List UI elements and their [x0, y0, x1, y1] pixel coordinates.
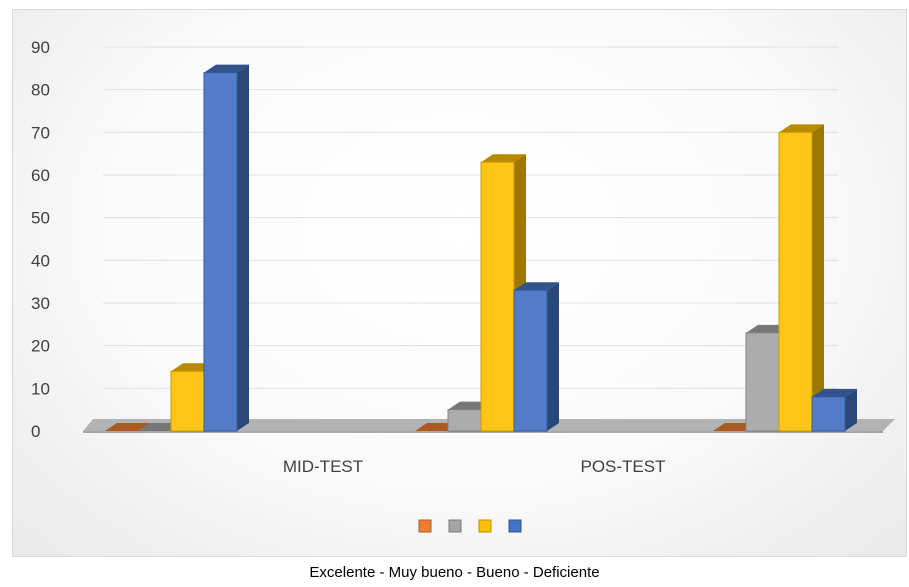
y-tick-label: 70 [31, 123, 50, 142]
bar [778, 124, 824, 432]
y-tick-label: 0 [31, 422, 40, 441]
legend-marker [418, 519, 432, 533]
legend-marker [448, 519, 462, 533]
x-axis-categories: MID-TEST POS-TEST [283, 457, 666, 476]
legend-marker [508, 519, 522, 533]
bar [203, 64, 249, 432]
y-tick-label: 60 [31, 166, 50, 185]
y-tick-label: 50 [31, 209, 50, 228]
legend-marker [478, 519, 492, 533]
x-category-label: MID-TEST [283, 457, 363, 476]
y-tick-label: 30 [31, 294, 50, 313]
bar [513, 282, 559, 432]
y-tick-label: 40 [31, 251, 50, 270]
x-category-label: POS-TEST [580, 457, 665, 476]
y-tick-label: 20 [31, 337, 50, 356]
bar-chart: 0 10 20 30 40 50 60 70 80 90 MID-TEST POS-TEST [31, 38, 895, 533]
legend [418, 519, 522, 533]
y-axis-ticks: 0 10 20 30 40 50 60 70 80 90 [31, 38, 50, 441]
bar [105, 423, 150, 431]
chart-area: 0 10 20 30 40 50 60 70 80 90 MID-TEST POS-TEST [12, 9, 907, 557]
y-tick-label: 80 [31, 81, 50, 100]
chart-caption: Excelente - Muy bueno - Bueno - Deficien… [309, 564, 600, 581]
y-tick-label: 10 [31, 379, 50, 398]
y-tick-label: 90 [31, 38, 50, 57]
bar [811, 388, 857, 432]
bars [105, 64, 857, 432]
